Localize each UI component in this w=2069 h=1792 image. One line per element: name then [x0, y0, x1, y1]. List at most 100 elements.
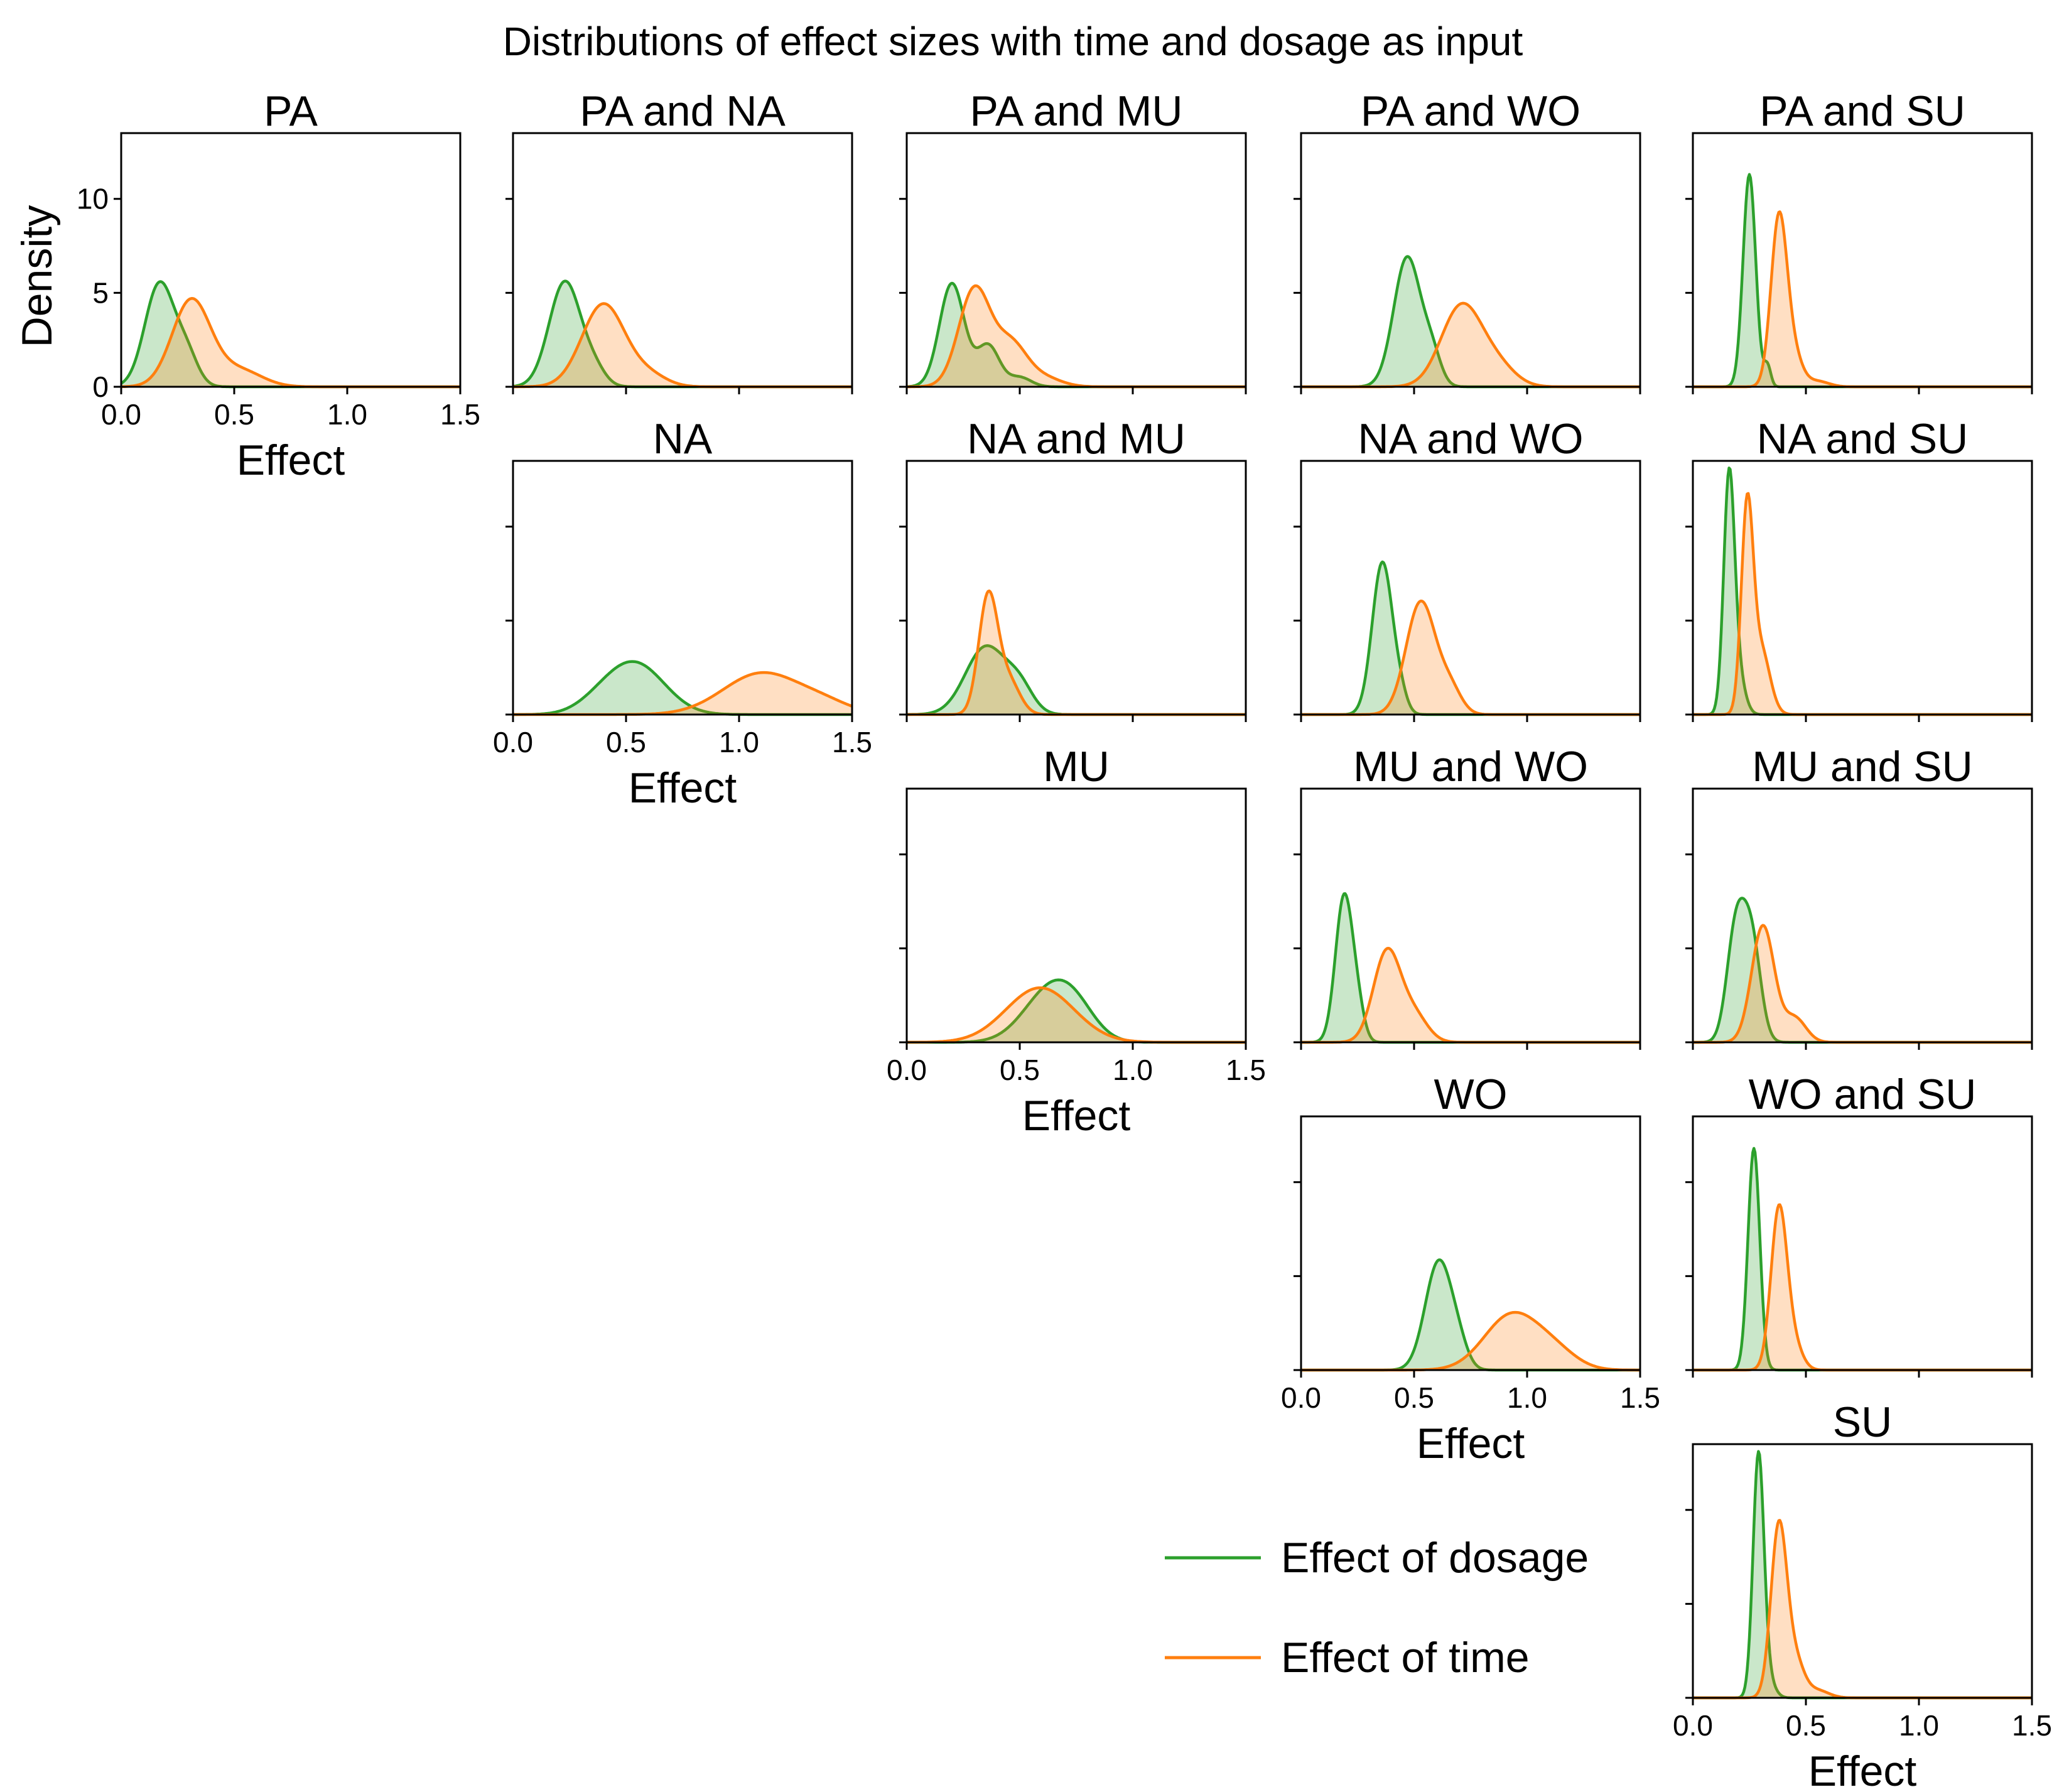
x-tick-label: 1.5 — [832, 726, 872, 758]
panel-mu-and-wo: MU and WO — [1294, 743, 1641, 1050]
x-tick-label: 0.0 — [101, 398, 141, 431]
x-tick-label: 0.5 — [1000, 1054, 1040, 1086]
panel-frame-na-and-mu — [905, 460, 1247, 716]
x-tick-label: 0.5 — [1786, 1709, 1826, 1742]
density-line-time-su — [1692, 1519, 2033, 1700]
density-line-time-na-and-wo — [1300, 599, 1641, 716]
panel-pa-and-su: PA and SU — [1685, 87, 2033, 394]
panel-pa: PA 0.0 0.5 1.0 1.5 0 5 10 Effect — [77, 87, 480, 484]
density-area-dosage-pa-and-mu — [907, 283, 1246, 387]
x-axis-label: Effect — [1022, 1092, 1131, 1140]
density-area-time-pa-and-su — [1693, 212, 2032, 387]
density-area-dosage-pa-and-su — [1693, 174, 2032, 387]
panel-title-na-and-mu: NA and MU — [967, 415, 1186, 463]
panel-frame-wo — [1300, 1115, 1641, 1371]
panel-na-and-su: NA and SU — [1685, 415, 2033, 722]
y-tick-label: 0 — [92, 370, 109, 403]
density-area-time-wo — [1301, 1312, 1640, 1370]
panel-title-mu-and-wo: MU and WO — [1353, 743, 1588, 791]
x-tick-label: 1.5 — [1226, 1054, 1266, 1086]
panel-frame-pa-and-mu — [905, 132, 1247, 388]
density-area-dosage-mu-and-su — [1693, 898, 2032, 1042]
density-area-time-mu-and-wo — [1301, 948, 1640, 1042]
density-area-dosage-na-and-su — [1693, 468, 2032, 715]
panel-frame-mu-and-wo — [1300, 787, 1641, 1044]
panel-na: NA 0.0 0.5 1.0 1.5 Effect — [493, 415, 872, 812]
x-tick-label: 1.5 — [440, 398, 480, 431]
x-tick-label: 1.0 — [1113, 1054, 1153, 1086]
panel-frame-na-and-su — [1692, 460, 2033, 716]
x-tick-label: 1.0 — [327, 398, 367, 431]
density-area-time-mu-and-su — [1693, 925, 2032, 1042]
panel-title-na-and-wo: NA and WO — [1358, 415, 1583, 463]
panel-frame-na — [512, 460, 853, 716]
density-area-time-pa-and-wo — [1301, 303, 1640, 387]
panel-title-pa: PA — [264, 87, 318, 135]
y-tick-label: 5 — [92, 276, 109, 309]
panel-mu-and-su: MU and SU — [1685, 743, 2033, 1050]
panel-frame-pa-and-wo — [1300, 132, 1641, 388]
x-tick-label: 1.0 — [719, 726, 759, 758]
density-area-dosage-na-and-mu — [907, 645, 1246, 715]
panel-title-su: SU — [1833, 1398, 1892, 1446]
y-axis-label: Density — [13, 205, 61, 348]
density-area-time-na-and-mu — [907, 591, 1246, 715]
density-area-dosage-na-and-wo — [1301, 561, 1640, 715]
panel-frame-wo-and-su — [1692, 1115, 2033, 1371]
x-tick-label: 1.5 — [1620, 1381, 1660, 1414]
density-area-dosage-na — [513, 661, 852, 715]
x-tick-label: 0.0 — [1673, 1709, 1713, 1742]
panel-title-na: NA — [653, 415, 713, 463]
subplot-grid: PA 0.0 0.5 1.0 1.5 0 5 10 Effect PA and NA PA and … — [77, 87, 2052, 1792]
legend-label-dosage: Effect of dosage — [1281, 1534, 1589, 1582]
legend-label-time: Effect of time — [1281, 1634, 1530, 1681]
panel-frame-mu-and-su — [1692, 787, 2033, 1044]
x-tick-label: 0.0 — [887, 1054, 927, 1086]
y-tick-label: 10 — [77, 183, 109, 215]
x-tick-label: 0.5 — [1394, 1381, 1434, 1414]
panel-title-na-and-su: NA and SU — [1757, 415, 1968, 463]
panel-pa-and-na: PA and NA — [505, 87, 853, 394]
figure-title: Distributions of effect sizes with time … — [503, 19, 1523, 64]
x-tick-label: 0.0 — [493, 726, 533, 758]
panel-mu: MU 0.0 0.5 1.0 1.5 Effect — [887, 743, 1266, 1140]
panel-su: SU 0.0 0.5 1.0 1.5 Effect — [1673, 1398, 2052, 1792]
x-tick-label: 0.5 — [214, 398, 254, 431]
panel-na-and-wo: NA and WO — [1294, 415, 1641, 722]
panel-frame-pa-and-su — [1692, 132, 2033, 388]
density-area-time-mu — [907, 988, 1246, 1042]
density-line-dosage-na-and-wo — [1300, 560, 1641, 716]
density-line-dosage-su — [1692, 1450, 2033, 1700]
panel-title-wo: WO — [1434, 1071, 1507, 1118]
x-axis-label: Effect — [1808, 1747, 1917, 1792]
density-area-dosage-mu-and-wo — [1301, 893, 1640, 1042]
panel-title-pa-and-na: PA and NA — [580, 87, 786, 135]
density-line-dosage-wo-and-su — [1692, 1147, 2033, 1372]
panel-frame-pa-and-na — [512, 132, 853, 388]
x-axis-label: Effect — [237, 436, 345, 484]
panel-title-mu-and-su: MU and SU — [1752, 743, 1972, 791]
density-area-time-su — [1693, 1520, 2032, 1698]
density-area-time-na-and-wo — [1301, 601, 1640, 715]
panel-wo-and-su: WO and SU — [1685, 1071, 2033, 1378]
panel-frame-su — [1692, 1443, 2033, 1699]
x-axis-label: Effect — [629, 764, 737, 812]
x-axis-label: Effect — [1417, 1420, 1525, 1467]
density-area-dosage-pa — [121, 281, 460, 387]
x-tick-label: 1.0 — [1899, 1709, 1939, 1742]
x-tick-label: 0.0 — [1281, 1381, 1321, 1414]
density-area-time-pa-and-mu — [907, 286, 1246, 387]
density-area-time-pa-and-na — [513, 303, 852, 387]
panel-frame-na-and-wo — [1300, 460, 1641, 716]
x-tick-label: 0.5 — [606, 726, 646, 758]
x-tick-label: 1.0 — [1507, 1381, 1547, 1414]
panel-title-pa-and-mu: PA and MU — [970, 87, 1183, 135]
x-tick-label: 1.5 — [2012, 1709, 2052, 1742]
legend: Effect of dosage Effect of time — [1165, 1534, 1589, 1681]
panel-title-pa-and-su: PA and SU — [1759, 87, 1965, 135]
density-area-time-wo-and-su — [1693, 1204, 2032, 1370]
density-area-dosage-su — [1693, 1451, 2032, 1698]
panel-frame-pa — [120, 132, 462, 388]
panel-title-pa-and-wo: PA and WO — [1361, 87, 1580, 135]
